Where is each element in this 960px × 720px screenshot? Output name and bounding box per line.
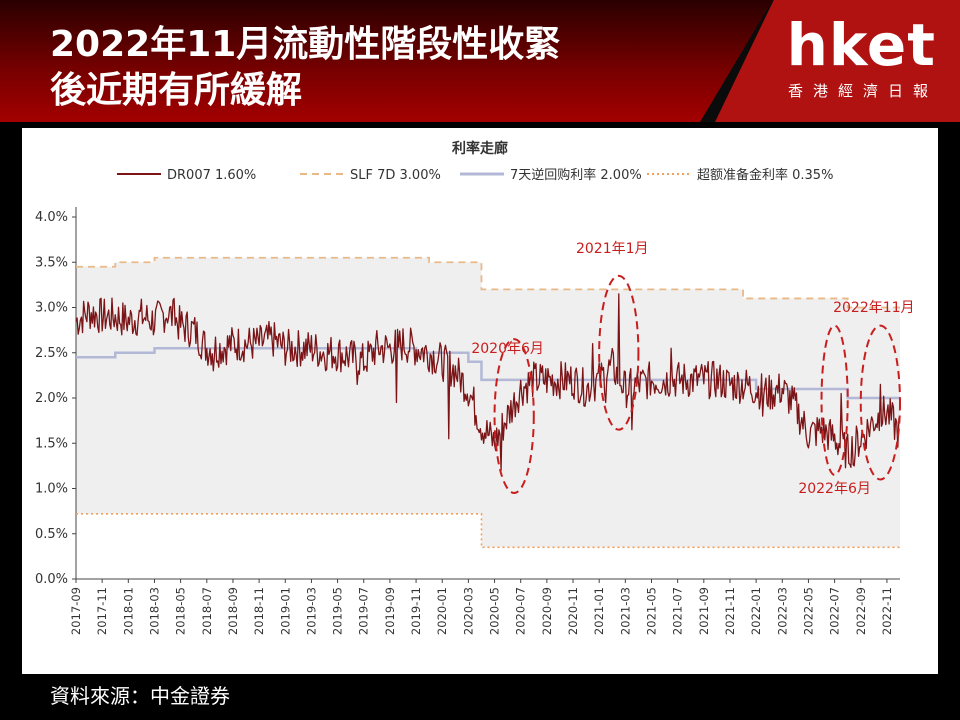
x-tick-label: 2019-01: [278, 587, 292, 635]
annotation-label: 2020年6月: [471, 341, 544, 357]
series-line-dr007: [75, 293, 900, 472]
x-tick-label: 2021-03: [618, 587, 632, 635]
x-tick-label: 2020-01: [435, 587, 449, 635]
x-tick-label: 2019-07: [357, 587, 371, 635]
x-tick-label: 2022-09: [854, 587, 868, 635]
x-tick-label: 2020-05: [488, 587, 502, 635]
chart-panel: 0.0% 0.5% 1.0% 1.5% 2.0% 2.5% 3.0% 3.5% 4.0% 2017…: [22, 128, 938, 674]
page-title: 2022年11月流動性階段性收緊 後近期有所緩解: [50, 22, 560, 114]
title-line-2: 後近期有所緩解: [50, 70, 303, 111]
x-tick-label: 2020-03: [461, 587, 475, 635]
x-tick-label: 2021-09: [697, 587, 711, 635]
y-tick-label: 3.5%: [35, 255, 68, 270]
series-line-slf-7d: [76, 256, 900, 309]
y-tick-label: 0.5%: [35, 527, 68, 542]
title-line-1: 2022年11月流動性階段性收緊: [50, 24, 561, 65]
y-tick-label: 1.5%: [35, 436, 68, 451]
x-tick-label: 2019-05: [331, 587, 345, 635]
corridor-fill: [76, 257, 900, 548]
y-tick-label: 4.0%: [35, 210, 68, 225]
legend-dr007-label: DR007 1.60%: [167, 168, 256, 183]
x-tick-label: 2018-03: [147, 587, 161, 635]
legend-reverse-repo-7d-label: 7天逆回购利率 2.00%: [510, 167, 642, 183]
highlight-ellipse: [820, 324, 849, 476]
y-tick-label: 1.0%: [35, 482, 68, 497]
x-tick-label: 2018-11: [252, 587, 266, 635]
hket-logo-subtitle: 香港經濟日報: [787, 82, 938, 100]
x-tick-label: 2019-03: [304, 587, 318, 635]
x-tick-label: 2020-11: [566, 587, 580, 635]
x-tick-label: 2021-11: [723, 587, 737, 635]
x-tick-label: 2020-07: [514, 587, 528, 635]
x-tick-label: 2022-03: [775, 587, 789, 635]
legend-excess-reserve-rate-label: 超额准备金利率 0.35%: [697, 167, 833, 183]
hket-logo: hket: [786, 11, 936, 79]
x-tick-label: 2017-11: [95, 587, 109, 635]
rate-corridor-chart: 0.0% 0.5% 1.0% 1.5% 2.0% 2.5% 3.0% 3.5% 4.0% 2017…: [35, 140, 915, 635]
x-tick-label: 2021-07: [671, 587, 685, 635]
annotation-label: 2022年11月: [833, 300, 914, 316]
header-banner: 2022年11月流動性階段性收緊 後近期有所緩解 hket 香港經濟日報: [0, 0, 960, 122]
x-tick-label: 2019-11: [409, 587, 423, 635]
x-tick-label: 2018-01: [121, 587, 135, 635]
y-tick-label: 2.0%: [35, 391, 68, 406]
x-tick-label: 2022-11: [880, 587, 894, 635]
x-tick-label: 2022-05: [801, 587, 815, 635]
highlight-ellipse: [598, 274, 640, 431]
annotation-label: 2021年1月: [576, 241, 649, 257]
highlight-ellipse: [859, 324, 902, 481]
source-note: 資料來源：中金證券: [50, 684, 230, 708]
x-tick-label: 2017-09: [69, 587, 83, 635]
x-tick-label: 2021-01: [592, 587, 606, 635]
x-tick-label: 2019-09: [383, 587, 397, 635]
y-tick-label: 2.5%: [35, 346, 68, 361]
x-tick-label: 2022-01: [749, 587, 763, 635]
chart-title: 利率走廊: [452, 140, 508, 157]
series-line-reverse-repo-7d: [76, 346, 900, 400]
x-tick-label: 2020-09: [540, 587, 554, 635]
x-tick-label: 2018-05: [174, 587, 188, 635]
highlight-ellipse: [493, 338, 535, 495]
x-tick-label: 2018-07: [200, 587, 214, 635]
y-tick-label: 3.0%: [35, 301, 68, 316]
y-tick-label: 0.0%: [35, 572, 68, 587]
x-tick-label: 2018-09: [226, 587, 240, 635]
x-tick-label: 2021-05: [644, 587, 658, 635]
legend-slf-7d-label: SLF 7D 3.00%: [350, 168, 441, 183]
x-tick-label: 2022-07: [828, 587, 842, 635]
annotation-label: 2022年6月: [798, 481, 871, 497]
